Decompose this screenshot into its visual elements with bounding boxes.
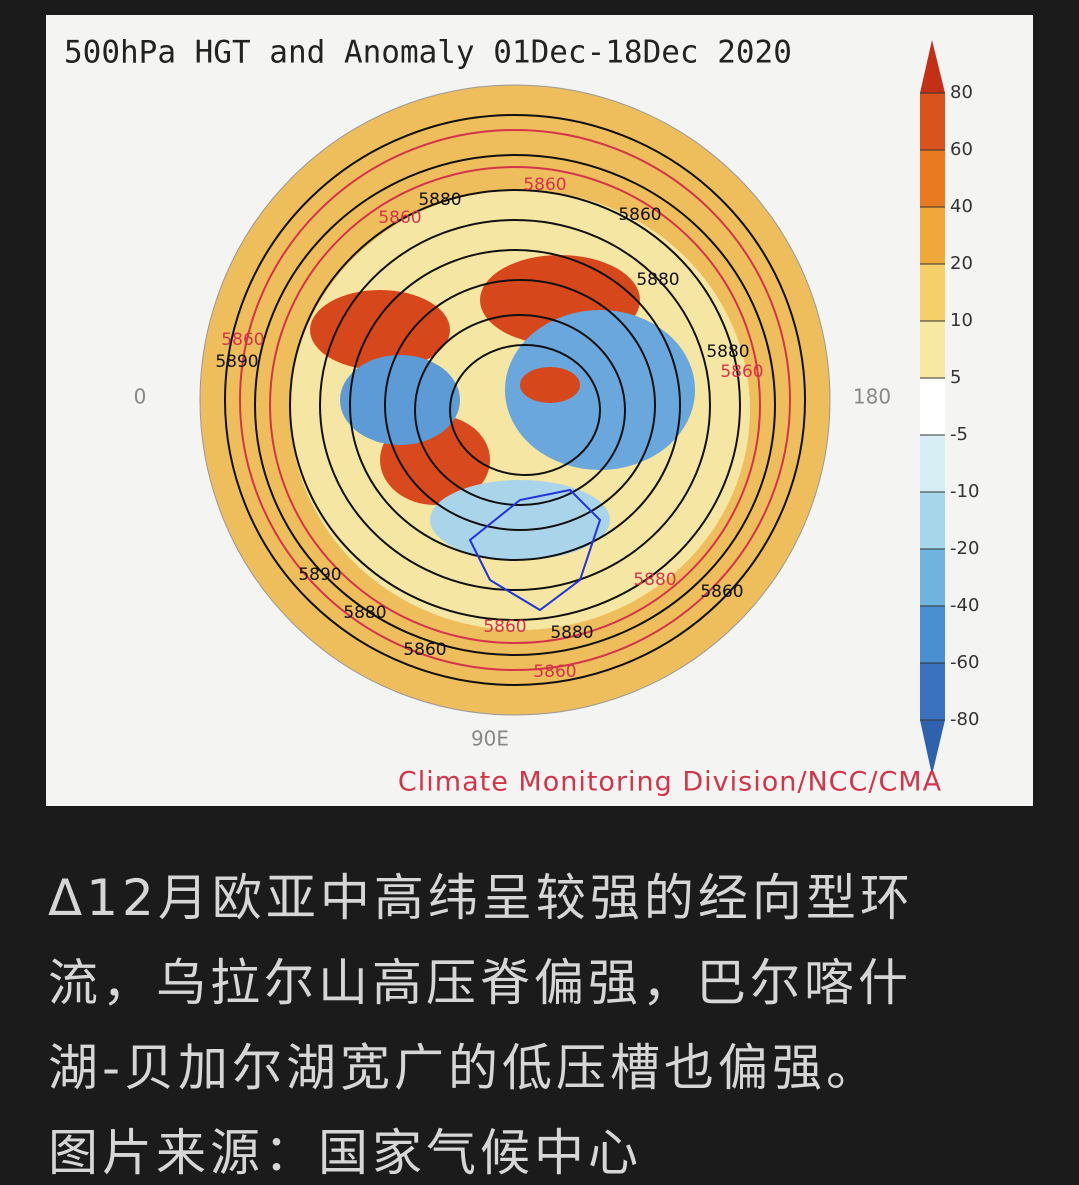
colorbar: 80 60 40 20 10 5 -5 -10 -20 -40 -60 -80 xyxy=(920,40,979,775)
contour-label: 5880 xyxy=(343,603,386,623)
colorbar-tick-label: -40 xyxy=(950,595,979,616)
contour-label: 5880 xyxy=(550,623,593,643)
colorbar-tick-label: -5 xyxy=(950,424,968,445)
colorbar-segment xyxy=(920,150,945,207)
contour-label: 5860 xyxy=(221,330,264,350)
colorbar-segment xyxy=(920,207,945,264)
contour-label: 5890 xyxy=(215,352,258,372)
caption-line: Δ12月欧亚中高纬呈较强的经向型环 xyxy=(48,869,914,927)
colorbar-segment xyxy=(920,321,945,378)
colorbar-end xyxy=(920,40,945,93)
contour-labels: 5880 5860 5860 5860 5880 5860 5890 5880 … xyxy=(215,175,763,682)
anomaly-negative xyxy=(430,480,610,560)
credit: Climate Monitoring Division/NCC/CMA xyxy=(398,767,942,798)
colorbar-tick-label: -60 xyxy=(950,652,979,673)
contour-label: 5860 xyxy=(618,205,661,225)
contour-label: 5860 xyxy=(403,640,446,660)
contour-label: 5860 xyxy=(523,175,566,195)
caption-line: 湖-贝加尔湖宽广的低压槽也偏强。 xyxy=(48,1039,881,1097)
contour-label: 5860 xyxy=(700,582,743,602)
colorbar-segment xyxy=(920,435,945,492)
anomaly-negative xyxy=(340,355,460,445)
longitude-label: 0 xyxy=(134,385,147,409)
colorbar-segment xyxy=(920,264,945,321)
longitude-label: 90E xyxy=(471,727,509,751)
colorbar-tick-label: -80 xyxy=(950,709,979,730)
colorbar-segment xyxy=(920,492,945,549)
contour-label: 5860 xyxy=(378,208,421,228)
longitude-label: 180 xyxy=(853,385,891,409)
colorbar-segment xyxy=(920,606,945,663)
contour-label: 5880 xyxy=(636,270,679,290)
contour-label: 5890 xyxy=(298,565,341,585)
colorbar-end xyxy=(920,720,945,775)
contours xyxy=(224,114,806,686)
caption-line: 图片来源：国家气候中心 xyxy=(48,1124,642,1182)
lake-outline xyxy=(468,488,602,612)
map-title: 500hPa HGT and Anomaly 01Dec-18Dec 2020 xyxy=(64,35,792,71)
colorbar-tick-label: -10 xyxy=(950,481,979,502)
colorbar-segment xyxy=(920,663,945,720)
anomaly-positive xyxy=(310,290,450,370)
contour-label: 5880 xyxy=(706,342,749,362)
colorbar-tick-label: 5 xyxy=(950,367,961,388)
caption-line: 流，乌拉尔山高压脊偏强，巴尔喀什 xyxy=(48,954,912,1012)
red-contours xyxy=(239,129,791,671)
contour-label: 5860 xyxy=(720,362,763,382)
contour-label: 5880 xyxy=(418,190,461,210)
anomaly-positive xyxy=(520,367,580,403)
colorbar-tick-label: 20 xyxy=(950,253,973,274)
colorbar-tick-label: 60 xyxy=(950,139,973,160)
colorbar-tick-label: 10 xyxy=(950,310,973,331)
contour-label: 5860 xyxy=(533,662,576,682)
longitude-labels: 0 180 90E xyxy=(134,385,891,751)
colorbar-tick-label: 40 xyxy=(950,196,973,217)
colorbar-segment xyxy=(920,93,945,150)
contour-label: 5880 xyxy=(633,570,676,590)
colorbar-segment xyxy=(920,378,945,435)
colorbar-segment xyxy=(920,549,945,606)
polar-map xyxy=(199,84,831,716)
colorbar-tick-label: 80 xyxy=(950,82,973,103)
colorbar-tick-label: -20 xyxy=(950,538,979,559)
contour-label: 5860 xyxy=(483,617,526,637)
